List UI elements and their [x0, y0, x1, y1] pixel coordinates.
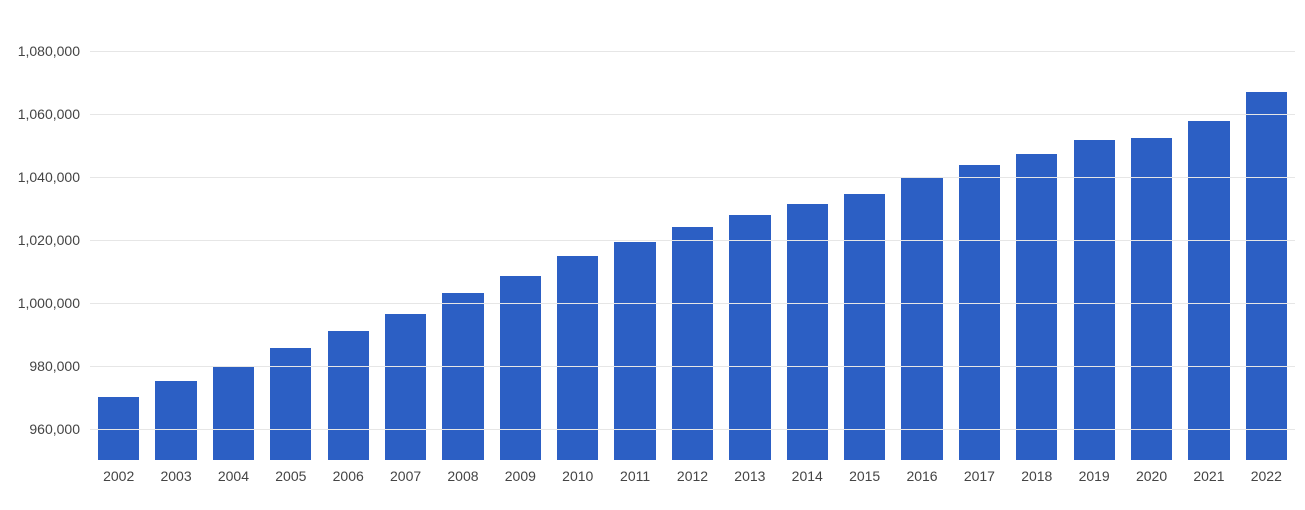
x-tick-label: 2013: [734, 468, 765, 484]
bar-chart: 960,000 980,000 1,000,000 1,020,000 1,040,00…: [0, 0, 1305, 510]
y-tick-label: 980,000: [0, 358, 80, 374]
x-tick-label: 2006: [333, 468, 364, 484]
x-tick-label: 2014: [792, 468, 823, 484]
bar: [1131, 138, 1172, 460]
x-tick-label: 2003: [160, 468, 191, 484]
bar: [385, 314, 426, 460]
x-tick-label: 2015: [849, 468, 880, 484]
gridline: [90, 366, 1295, 367]
bar: [1074, 140, 1115, 460]
y-tick-label: 1,040,000: [0, 169, 80, 185]
bar: [328, 331, 369, 460]
bar: [1188, 121, 1229, 460]
bar: [213, 366, 254, 460]
x-tick-label: 2004: [218, 468, 249, 484]
x-tick-label: 2011: [620, 468, 650, 484]
x-tick-label: 2021: [1193, 468, 1224, 484]
x-tick-label: 2009: [505, 468, 536, 484]
x-tick-label: 2022: [1251, 468, 1282, 484]
bar: [155, 381, 196, 460]
y-tick-label: 1,060,000: [0, 106, 80, 122]
gridline: [90, 303, 1295, 304]
x-tick-label: 2008: [447, 468, 478, 484]
y-tick-label: 1,020,000: [0, 232, 80, 248]
x-tick-label: 2002: [103, 468, 134, 484]
x-tick-label: 2019: [1079, 468, 1110, 484]
gridline: [90, 177, 1295, 178]
x-tick-label: 2018: [1021, 468, 1052, 484]
bar: [1016, 154, 1057, 460]
bar: [844, 194, 885, 460]
bar: [959, 165, 1000, 460]
gridline: [90, 240, 1295, 241]
gridline: [90, 429, 1295, 430]
bar: [672, 227, 713, 460]
x-tick-label: 2005: [275, 468, 306, 484]
bar: [729, 215, 770, 460]
x-tick-label: 2010: [562, 468, 593, 484]
x-tick-label: 2007: [390, 468, 421, 484]
bar: [901, 177, 942, 460]
plot-area: 960,000980,0001,000,0001,020,0001,040,00…: [90, 20, 1295, 460]
x-tick-label: 2012: [677, 468, 708, 484]
x-tick-label: 2017: [964, 468, 995, 484]
x-tick-label: 2016: [906, 468, 937, 484]
y-tick-label: 960,000: [0, 421, 80, 437]
y-tick-label: 1,080,000: [0, 43, 80, 59]
bar: [614, 242, 655, 460]
y-tick-label: 1,000,000: [0, 295, 80, 311]
gridline: [90, 51, 1295, 52]
bar: [1246, 92, 1287, 460]
gridline: [90, 114, 1295, 115]
x-tick-label: 2020: [1136, 468, 1167, 484]
bar: [442, 293, 483, 460]
bar: [787, 204, 828, 460]
